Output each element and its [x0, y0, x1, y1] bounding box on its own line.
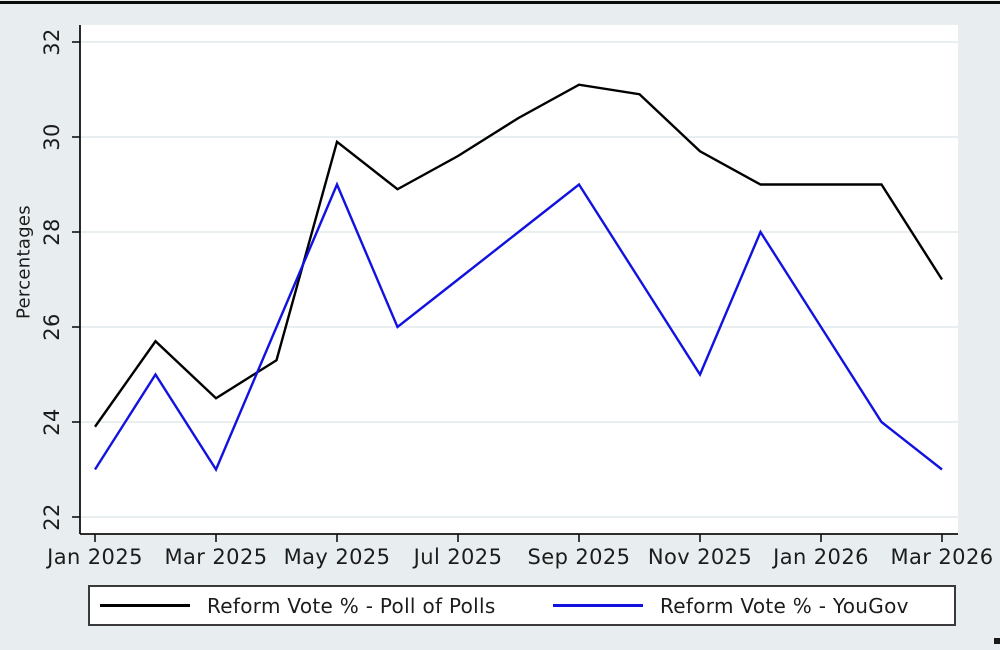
y-tick-label: 30: [40, 123, 64, 151]
series-line-0: [94, 83, 944, 428]
legend-label-yougov: Reform Vote % - YouGov: [660, 593, 909, 618]
x-tick-label: Mar 2026: [890, 545, 994, 569]
series-line-1: [93, 181, 943, 473]
x-tick-label: Jul 2025: [413, 545, 503, 569]
plot-area: [80, 25, 958, 534]
legend: Reform Vote % - Poll of Polls Reform Vot…: [88, 585, 956, 626]
x-tick-label: Mar 2025: [164, 545, 268, 569]
y-tick-label: 32: [40, 28, 64, 56]
corner-artifact: [994, 638, 1000, 644]
x-tick-label: Sep 2025: [527, 545, 631, 569]
y-tick-label: 26: [40, 313, 64, 341]
y-tick-label: 22: [40, 503, 64, 531]
line-sample-yougov-icon: [553, 604, 643, 607]
legend-label-poll-of-polls: Reform Vote % - Poll of Polls: [207, 593, 496, 618]
y-tick-label: 28: [40, 218, 64, 246]
x-tick-label: Jan 2026: [773, 545, 869, 569]
x-tick-label: Jan 2025: [47, 545, 143, 569]
x-tick-label: May 2025: [283, 545, 391, 569]
frame-top-edge: [0, 1, 1000, 4]
y-axis-title: Percentages: [13, 205, 35, 319]
legend-entry-yougov: Reform Vote % - YouGov: [553, 587, 909, 624]
line-sample-poll-of-polls-icon: [100, 604, 190, 607]
y-tick-label: 24: [40, 408, 64, 436]
legend-entry-poll-of-polls: Reform Vote % - Poll of Polls: [100, 587, 496, 624]
x-tick-label: Nov 2025: [647, 545, 753, 569]
